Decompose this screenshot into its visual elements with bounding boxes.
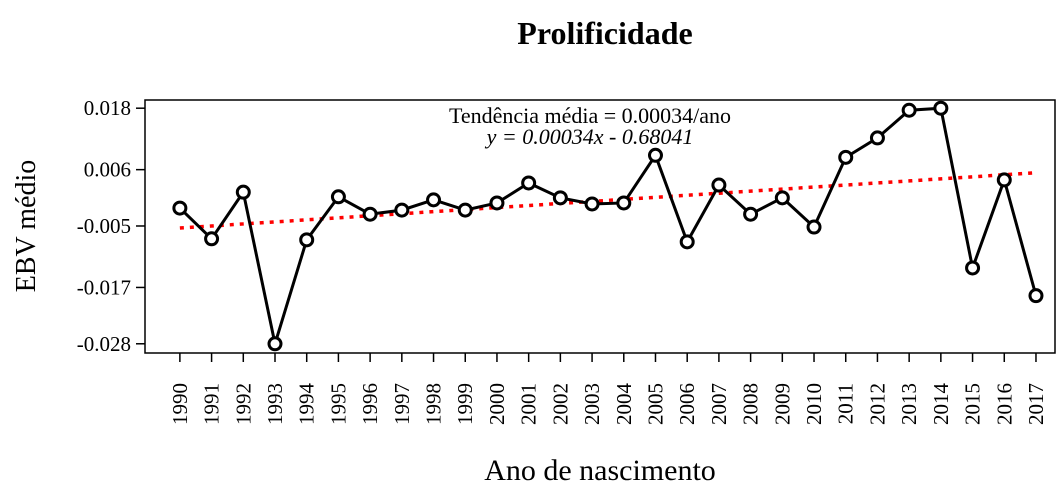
x-tick-label: 1996: [358, 383, 382, 425]
data-point: [330, 189, 346, 205]
x-tick-label: 2005: [643, 383, 667, 425]
data-point: [933, 100, 949, 116]
x-tick-label: 2004: [612, 383, 636, 426]
data-point: [172, 200, 188, 216]
data-point: [616, 195, 632, 211]
data-point: [1028, 288, 1044, 304]
data-line: [178, 106, 1038, 345]
x-tick-label: 1995: [326, 383, 350, 425]
data-point: [457, 202, 473, 218]
x-tick-label: 2003: [580, 383, 604, 425]
x-tick-label: 2006: [675, 383, 699, 425]
data-point: [362, 206, 378, 222]
x-tick-label: 2001: [517, 383, 541, 425]
data-point: [965, 260, 981, 276]
data-point: [552, 190, 568, 206]
x-tick-label: 2013: [897, 383, 921, 425]
y-tick-label: -0.017: [77, 275, 131, 299]
x-tick-label: 2008: [739, 383, 763, 425]
x-tick-label: 2009: [770, 383, 794, 425]
x-tick-label: 1991: [200, 383, 224, 425]
chart-title: Prolificidade: [517, 15, 692, 51]
data-point: [204, 231, 220, 247]
data-point: [806, 219, 822, 235]
x-tick-label: 2000: [485, 383, 509, 425]
data-point: [743, 206, 759, 222]
data-point: [489, 195, 505, 211]
annotation: y = 0.00034x - 0.68041: [485, 124, 694, 149]
trend-line: [179, 170, 1037, 230]
x-tick-label: 1993: [263, 383, 287, 425]
y-axis-label: EBV médio: [11, 160, 42, 292]
x-tick-label: 2016: [992, 383, 1016, 425]
data-point: [996, 172, 1012, 188]
y-tick-label: -0.005: [77, 214, 131, 238]
x-tick-label: 1998: [422, 383, 446, 425]
x-axis-label: Ano de nascimento: [484, 454, 716, 487]
data-point: [838, 149, 854, 165]
data-point: [426, 192, 442, 208]
data-point: [901, 102, 917, 118]
data-point: [711, 177, 727, 193]
data-point: [299, 232, 315, 248]
annotation: Tendência média = 0.00034/ano: [449, 103, 731, 128]
x-tick-label: 2015: [961, 383, 985, 425]
data-point: [394, 202, 410, 218]
data-point: [869, 130, 885, 146]
data-point: [647, 147, 663, 163]
y-tick-label: -0.028: [77, 332, 131, 356]
x-tick-label: 1997: [390, 383, 414, 425]
x-tick-label: 1992: [231, 383, 255, 425]
x-tick-label: 2014: [929, 383, 953, 426]
x-tick-label: 2007: [707, 383, 731, 425]
data-point: [679, 234, 695, 250]
x-tick-label: 2002: [548, 383, 572, 425]
y-tick-label: 0.018: [84, 96, 131, 120]
x-tick-label: 2017: [1024, 383, 1048, 425]
data-point: [267, 336, 283, 352]
x-tick-label: 2011: [834, 383, 858, 424]
x-tick-label: 2010: [802, 383, 826, 425]
x-tick-label: 2012: [865, 383, 889, 425]
data-point: [521, 175, 537, 191]
data-point: [235, 184, 251, 200]
x-tick-label: 1994: [295, 383, 319, 426]
data-point: [584, 196, 600, 212]
y-tick-label: 0.006: [84, 158, 131, 182]
x-tick-label: 1999: [453, 383, 477, 425]
x-tick-label: 1990: [168, 383, 192, 425]
data-point: [774, 190, 790, 206]
